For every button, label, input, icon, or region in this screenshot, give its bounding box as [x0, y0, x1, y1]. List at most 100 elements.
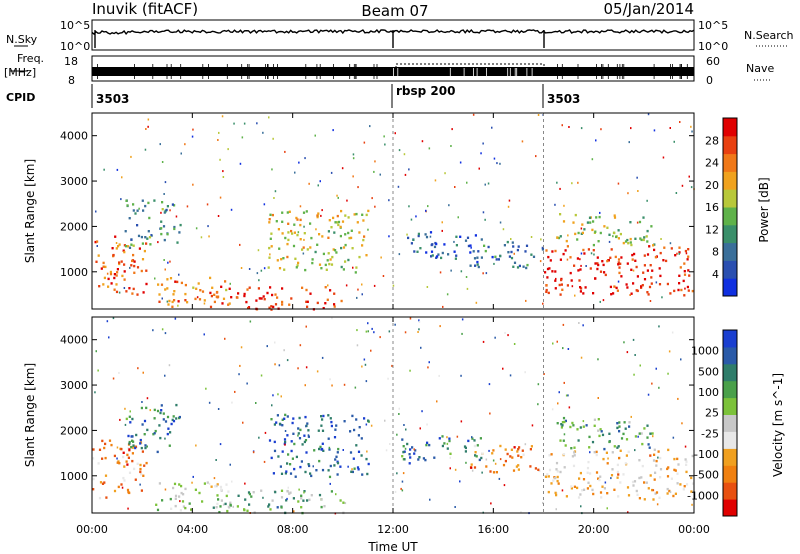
heatmap-cell [466, 236, 470, 239]
scatter-cell [632, 338, 635, 341]
heatmap-cell [559, 213, 562, 216]
heatmap-cell [128, 246, 132, 249]
heatmap-cell [561, 421, 564, 424]
scatter-cell [657, 456, 659, 459]
heatmap-cell [286, 462, 289, 465]
scatter-cell [678, 252, 680, 255]
heatmap-cell [593, 418, 596, 421]
heatmap-cell [176, 241, 179, 244]
heatmap-cell [281, 424, 284, 427]
scatter-cell [351, 468, 353, 471]
heatmap-cell [593, 424, 596, 427]
scatter-cell [426, 423, 428, 426]
scatter-cell [637, 435, 639, 438]
heatmap-cell [425, 443, 428, 447]
heatmap-cell [225, 483, 228, 486]
heatmap-cell [579, 268, 582, 271]
heatmap-cell [292, 497, 295, 500]
heatmap-cell [320, 424, 323, 427]
heatmap-cell [210, 485, 213, 488]
heatmap-cell [574, 213, 577, 217]
scatter-cell [537, 403, 539, 406]
scatter-cell [373, 331, 375, 334]
scatter-cell [409, 317, 412, 320]
heatmap-cell [225, 288, 228, 292]
heatmap-cell [448, 437, 451, 440]
heatmap-cell [685, 460, 688, 463]
scatter-cell [184, 143, 186, 146]
heatmap-cell [595, 450, 598, 454]
heatmap-cell [572, 221, 575, 224]
scatter-cell [319, 180, 321, 183]
heatmap-cell [624, 427, 627, 430]
heatmap-cell [330, 490, 333, 493]
heatmap-cell [98, 448, 102, 451]
heatmap-cell [149, 243, 152, 246]
heatmap-cell [603, 487, 606, 490]
heatmap-cell [141, 199, 144, 202]
heatmap-cell [582, 478, 586, 481]
heatmap-cell [340, 246, 343, 250]
heatmap-cell [473, 444, 476, 448]
heatmap-cell [158, 424, 161, 427]
heatmap-cell [306, 422, 309, 425]
scatter-cell [361, 283, 363, 286]
scatter-cell [268, 116, 270, 119]
scatter-cell [242, 421, 244, 424]
heatmap-cell [351, 470, 354, 474]
heatmap-cell [638, 432, 641, 435]
scatter-cell [343, 383, 346, 386]
scatter-cell [493, 262, 495, 265]
heatmap-cell [556, 470, 559, 473]
heatmap-cell [515, 465, 518, 468]
heatmap-cell [619, 449, 622, 452]
heatmap-cell [643, 427, 646, 430]
scatter-cell [195, 444, 197, 447]
heatmap-cell [559, 258, 562, 261]
heatmap-cell [464, 239, 468, 242]
heatmap-cell [506, 452, 509, 456]
heatmap-cell [143, 249, 146, 253]
heatmap-cell [588, 446, 591, 449]
heatmap-cell [314, 250, 317, 254]
scatter-cell [161, 161, 164, 163]
heatmap-cell [678, 282, 681, 285]
heatmap-cell [565, 239, 568, 243]
heatmap-cell [127, 434, 130, 438]
heatmap-cell [299, 238, 302, 241]
heatmap-cell [645, 481, 648, 484]
heatmap-cell [128, 217, 131, 220]
velocity-ylabel: Slant Range [km] [23, 363, 37, 467]
heatmap-cell [687, 255, 690, 258]
scatter-cell [352, 153, 355, 156]
heatmap-cell [355, 266, 358, 269]
scatter-cell [246, 382, 248, 385]
heatmap-cell [614, 255, 617, 259]
heatmap-cell [260, 297, 263, 300]
heatmap-cell [545, 288, 548, 292]
heatmap-cell [430, 243, 433, 247]
scatter-cell [427, 205, 429, 208]
scatter-cell [493, 157, 496, 160]
heatmap-cell [316, 301, 319, 305]
scatter-cell [504, 331, 506, 334]
heatmap-cell [581, 223, 584, 226]
heatmap-cell [128, 442, 131, 445]
heatmap-cell [685, 483, 689, 486]
heatmap-cell [347, 258, 350, 262]
scatter-cell [513, 343, 516, 345]
scatter-cell [471, 469, 474, 472]
heatmap-cell [409, 456, 412, 459]
scatter-cell [129, 266, 131, 269]
heatmap-cell [206, 481, 209, 484]
scatter-cell [602, 299, 605, 302]
heatmap-cell [619, 262, 622, 265]
scatter-cell [496, 162, 498, 165]
heatmap-cell [651, 432, 654, 435]
scatter-cell [498, 477, 501, 480]
heatmap-cell [686, 285, 689, 289]
scatter-cell [457, 216, 459, 219]
heatmap-cell [555, 461, 559, 465]
heatmap-cell [403, 450, 406, 453]
heatmap-cell [244, 498, 247, 501]
